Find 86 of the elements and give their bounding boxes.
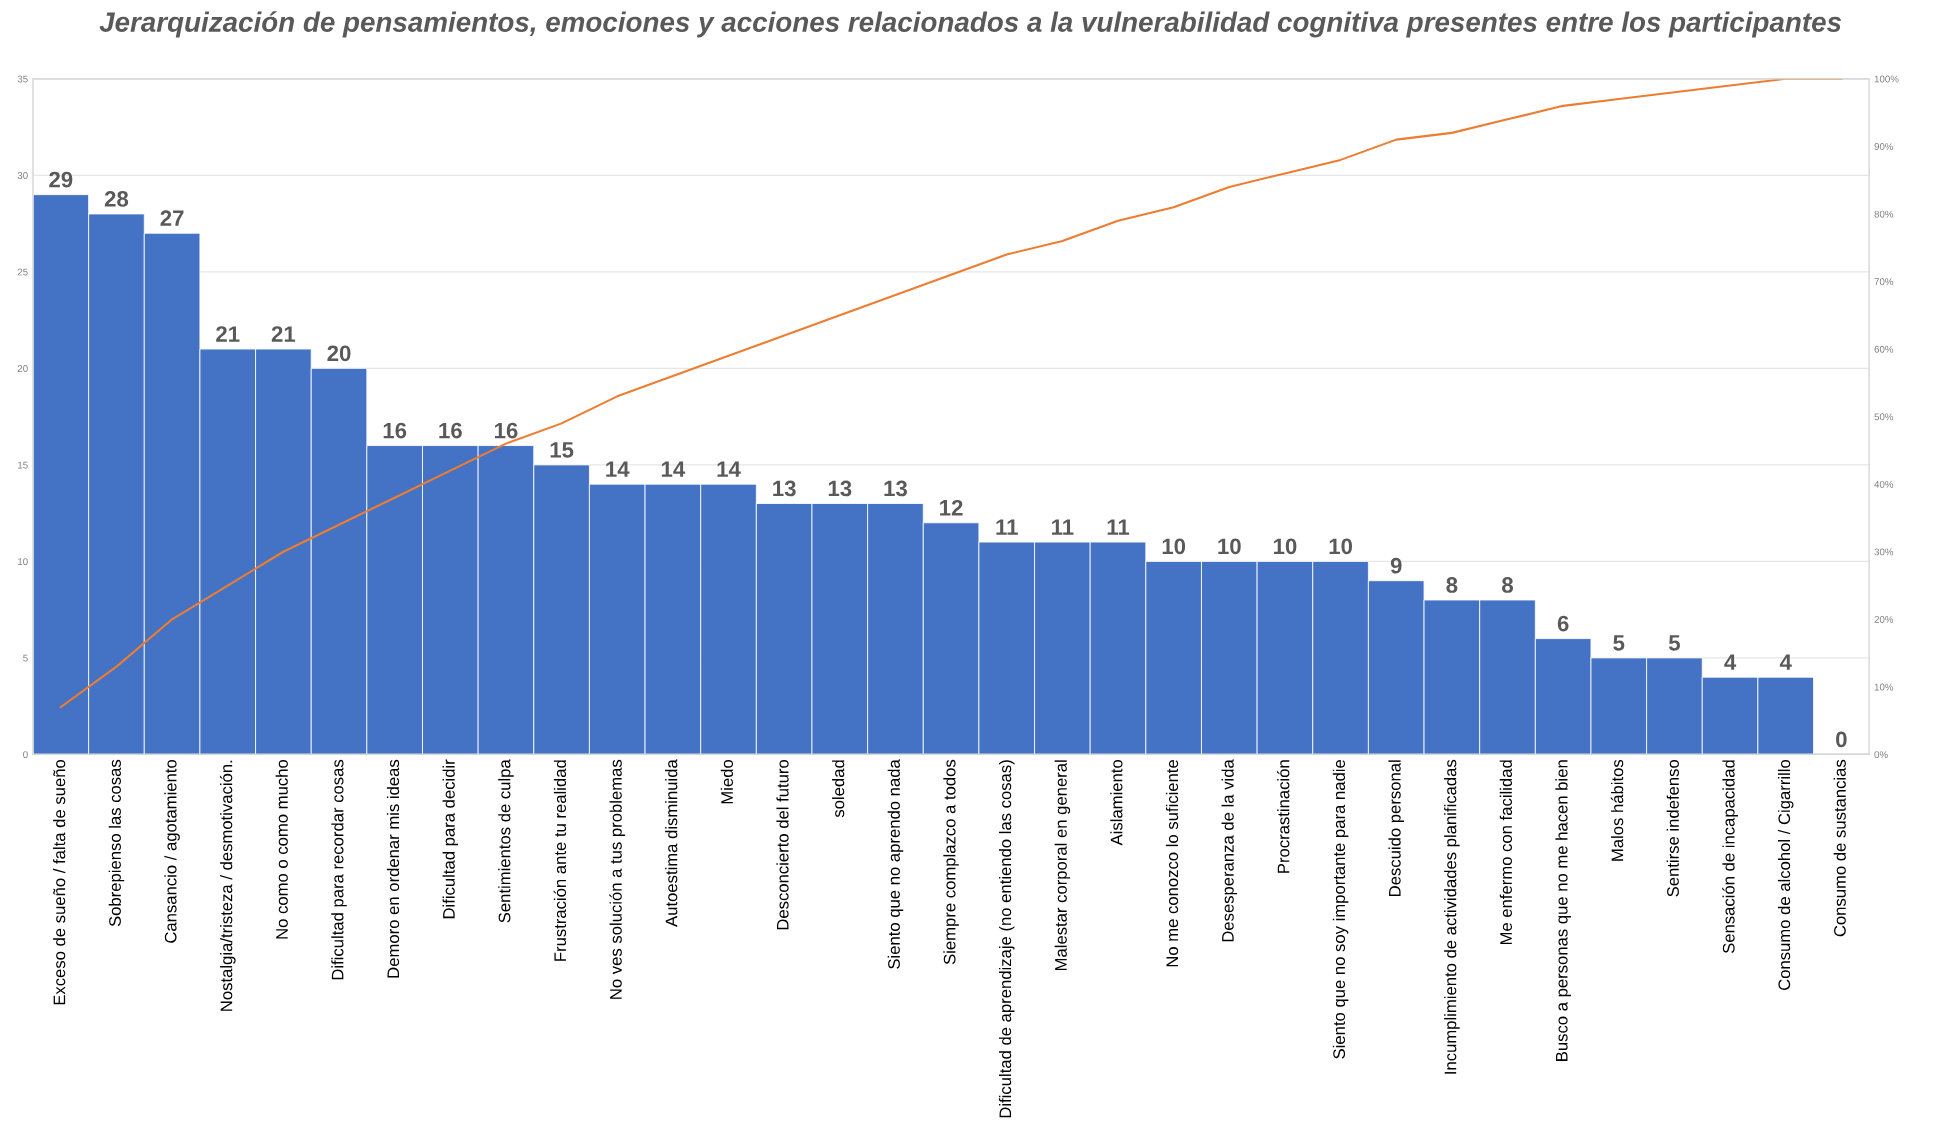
data-label: 16 bbox=[439, 422, 462, 439]
data-label: 15 bbox=[550, 442, 574, 458]
data-label: 4 bbox=[1724, 654, 1737, 670]
x-tick-label: Aislamiento bbox=[1110, 759, 1123, 846]
y-tick-label: 20 bbox=[17, 365, 28, 372]
x-tick-label: No como o como mucho bbox=[275, 759, 288, 939]
data-label: 10 bbox=[1162, 538, 1186, 555]
y-tick-label: 10 bbox=[18, 558, 28, 566]
data-label: 12 bbox=[940, 499, 963, 516]
y2-tick-label: 80% bbox=[1874, 210, 1894, 218]
x-tick-label: Procrastinación bbox=[1276, 760, 1290, 873]
data-label: 0 bbox=[1836, 731, 1847, 748]
y-tick-label: 15 bbox=[18, 461, 28, 469]
y-tick-label: 30 bbox=[17, 172, 28, 179]
x-tick-label: Sentirse indefenso bbox=[1666, 759, 1679, 897]
data-label: 11 bbox=[996, 519, 1018, 535]
data-label: 5 bbox=[1613, 635, 1625, 651]
data-label: 13 bbox=[773, 480, 796, 497]
y-tick-label: 0 bbox=[23, 751, 28, 759]
x-tick-label: Exceso de sueño / falta de sueño bbox=[53, 759, 66, 1005]
data-label: 8 bbox=[1446, 577, 1458, 593]
x-tick-label: Dificultad para decidir bbox=[442, 759, 459, 919]
y2-tick-label: 0% bbox=[1874, 751, 1888, 759]
x-tick-label: Dificultad de aprendizaje (no entiendo las cosas) bbox=[998, 760, 1015, 1118]
x-tick-label: soledad bbox=[832, 760, 845, 818]
data-label: 21 bbox=[216, 326, 240, 342]
x-tick-label: Autoestima disminuida bbox=[665, 759, 678, 927]
x-tick-label: Malos hábitos bbox=[1610, 759, 1624, 861]
data-label: 10 bbox=[1218, 538, 1241, 555]
data-label: 11 bbox=[1107, 519, 1130, 535]
y2-tick-label: 50% bbox=[1874, 413, 1894, 421]
x-tick-label: No me conozco lo suficiente bbox=[1165, 760, 1179, 967]
y-tick-label: 35 bbox=[17, 75, 28, 83]
x-tick-label: Consumo de sustancias bbox=[1833, 759, 1846, 937]
data-label: 6 bbox=[1557, 615, 1569, 632]
y2-tick-label: 20% bbox=[1874, 616, 1894, 623]
data-label: 14 bbox=[661, 461, 686, 477]
x-tick-label: Sobrepienso las cosas bbox=[108, 759, 125, 927]
x-tick-label: Nostalgia/tristeza / desmotivación. bbox=[219, 760, 236, 1011]
y2-tick-label: 10% bbox=[1874, 683, 1894, 691]
x-tick-label: Incumplimiento de actividades planificadas bbox=[1444, 759, 1460, 1074]
data-label: 4 bbox=[1779, 654, 1792, 670]
y-tick-label: 5 bbox=[23, 654, 28, 662]
data-label: 16 bbox=[383, 422, 407, 439]
data-label: 5 bbox=[1668, 635, 1680, 651]
x-tick-label: Me enfermo con facilidad bbox=[1499, 760, 1512, 945]
data-label: 11 bbox=[1052, 519, 1074, 535]
data-label: 21 bbox=[271, 326, 296, 342]
x-tick-label: Siento que no soy importante para nadie bbox=[1332, 760, 1349, 1059]
y2-tick-label: 100% bbox=[1874, 75, 1899, 83]
y-tick-label: 25 bbox=[17, 268, 28, 276]
y2-tick-label: 60% bbox=[1874, 345, 1894, 353]
x-tick-label: Siento que no aprendo nada bbox=[887, 759, 904, 969]
x-tick-label: Sensación de incapacidad bbox=[1722, 760, 1738, 954]
x-tick-label: Miedo bbox=[720, 759, 733, 804]
x-tick-label: Consumo de alcohol / Cigarrillo bbox=[1777, 759, 1794, 991]
x-tick-label: Demoro en ordenar mis ideas bbox=[386, 759, 400, 978]
x-tick-label: Sentimientos de culpa bbox=[498, 759, 514, 923]
data-label: 28 bbox=[104, 191, 129, 207]
y2-tick-label: 30% bbox=[1874, 548, 1894, 556]
x-tick-label: Dificultad para recordar cosas bbox=[331, 759, 347, 980]
data-label: 13 bbox=[828, 480, 852, 497]
x-tick-label: Siempre complazco a todos bbox=[943, 759, 959, 965]
x-tick-label: No ves solución a tus problemas bbox=[609, 759, 626, 999]
data-label: 16 bbox=[495, 422, 518, 439]
chart-title: Jerarquización de pensamientos, emociones y acciones relacionados a la vulnerabilidad cognitiva presentes entre los participantes bbox=[99, 11, 1842, 38]
data-label: 9 bbox=[1390, 557, 1402, 574]
x-tick-label: Cansancio / agotamiento bbox=[164, 759, 180, 943]
x-tick-label: Desconcierto del futuro bbox=[776, 759, 789, 930]
y2-tick-label: 90% bbox=[1874, 143, 1894, 150]
y2-tick-label: 40% bbox=[1874, 480, 1894, 488]
data-label: 8 bbox=[1502, 577, 1514, 593]
x-tick-label: Desesperanza de la vida bbox=[1221, 759, 1238, 942]
x-tick-label: Frustración ante tu realidad bbox=[553, 760, 567, 961]
data-label: 27 bbox=[160, 210, 184, 226]
y2-tick-label: 70% bbox=[1874, 278, 1894, 286]
data-label: 14 bbox=[606, 461, 630, 477]
data-label: 13 bbox=[884, 480, 907, 497]
x-tick-label: Malestar corporal en general bbox=[1054, 760, 1071, 971]
x-tick-label: Descuido personal bbox=[1388, 760, 1404, 896]
data-label: 10 bbox=[1329, 538, 1353, 555]
data-label: 20 bbox=[327, 345, 351, 362]
data-label: 14 bbox=[717, 461, 741, 477]
x-tick-label: Busco a personas que no me hacen bien bbox=[1555, 760, 1571, 1061]
data-label: 10 bbox=[1273, 538, 1297, 555]
data-label: 29 bbox=[49, 171, 73, 188]
